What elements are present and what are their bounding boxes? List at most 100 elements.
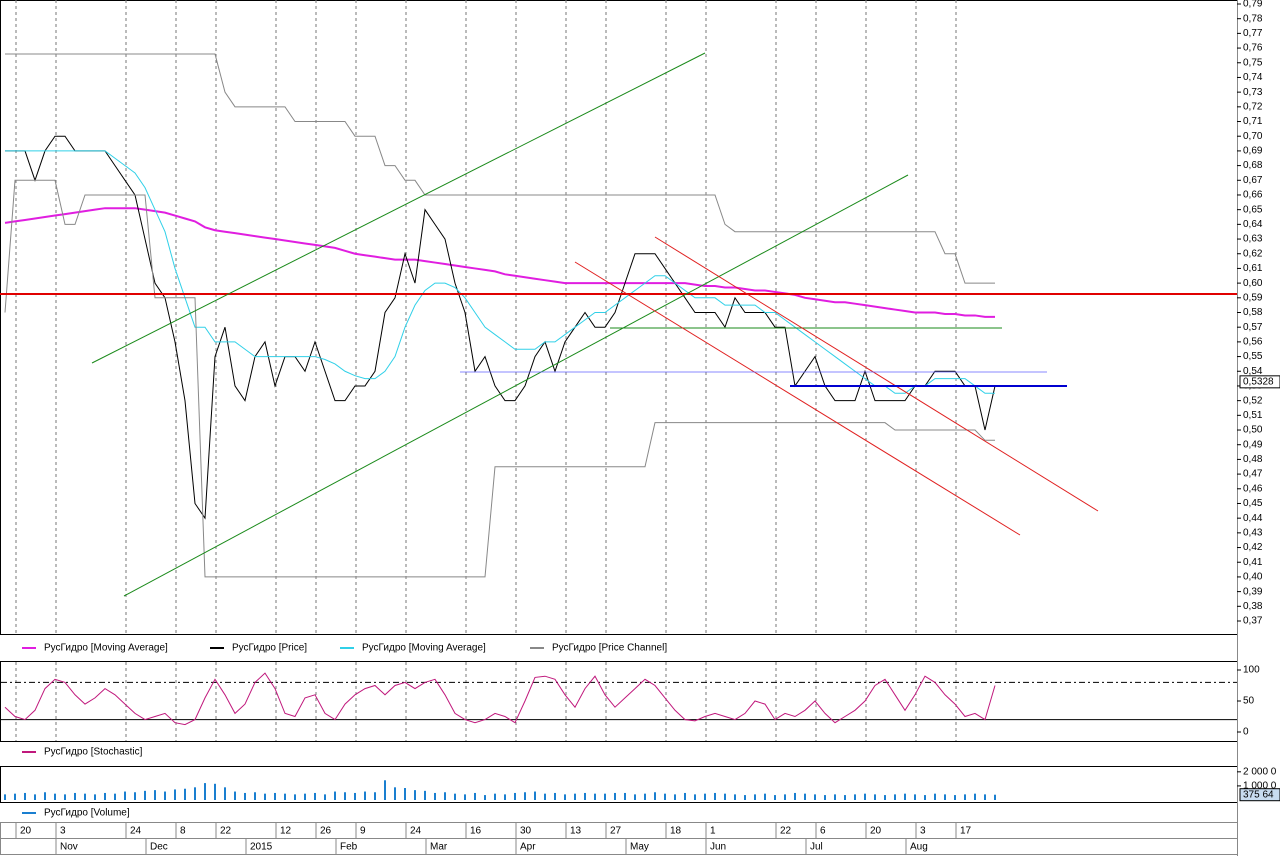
volume-bar [314,792,316,800]
legend-label: РусГидро [Price] [232,643,307,654]
y-tick-label: 0,49 [1243,439,1263,450]
volume-bar [404,788,406,800]
y-tick-label: 0,79 [1243,0,1263,10]
y-tick-label: 0,40 [1243,572,1263,583]
volume-bar [894,794,896,800]
volume-bar [74,792,76,800]
trend-line [123,174,909,597]
volume-bar [34,794,36,800]
volume-bar [794,792,796,800]
legend-label: РусГидро [Volume] [44,808,130,819]
series-line [4,672,996,726]
volume-bar [114,793,116,800]
volume-bar [754,794,756,800]
volume-bar [524,792,526,800]
y-tick-label: 0,64 [1243,219,1263,230]
y-tick-label: 0,46 [1243,483,1263,494]
volume-bar [554,792,556,800]
x-tick-label: 22 [780,826,792,837]
x-tick-label: 9 [360,826,366,837]
y-tick-label: 0 [1243,727,1249,738]
y-tick-label: 0,37 [1243,616,1263,627]
x-tick-label: 20 [870,826,882,837]
x-tick-label: 6 [820,826,826,837]
y-tick-label: 0,42 [1243,542,1263,553]
volume-bar [814,794,816,800]
y-tick-label: 0,69 [1243,146,1263,157]
volume-bar [284,793,286,800]
volume-bar [934,793,936,800]
volume-bar [604,793,606,800]
volume-bar [864,793,866,800]
series-line [5,135,996,520]
volume-bar [674,794,676,800]
volume-bar [514,792,516,800]
volume-bar [694,794,696,800]
volume-bar [594,793,596,800]
y-tick-label: 0,68 [1243,160,1263,171]
y-tick-label: 0,50 [1243,425,1263,436]
y-tick-label: 0,74 [1243,72,1263,83]
y-tick-label: 0,62 [1243,248,1263,259]
last-value-label: 0,5328 [1243,376,1274,387]
month-label: Dec [150,842,168,853]
x-tick-label: 26 [320,826,332,837]
volume-bar [234,791,236,800]
volume-bar [544,793,546,800]
volume-bar [624,792,626,800]
y-tick-label: 0,48 [1243,454,1263,465]
volume-bar [454,793,456,800]
y-tick-label: 0,51 [1243,410,1263,421]
volume-bar [764,793,766,800]
volume-bar [124,791,126,800]
volume-bar [494,793,496,800]
volume-bar [294,794,296,800]
volume-bar [914,794,916,800]
legend-label: РусГидро [Moving Average] [362,643,486,654]
x-tick-label: 20 [20,826,32,837]
volume-bar [304,793,306,800]
last-value-box [1239,788,1280,802]
y-tick-label: 0,71 [1243,116,1263,127]
volume-bar [994,794,996,800]
legend-label: РусГидро [Stochastic] [44,747,143,758]
volume-bar [24,792,26,800]
y-tick-label: 0,61 [1243,263,1263,274]
month-label: May [630,842,649,853]
volume-bar [774,795,776,800]
channel-line [654,236,1099,512]
y-tick-label: 0,75 [1243,57,1263,68]
x-tick-label: 8 [180,826,186,837]
volume-bar [704,793,706,800]
month-label: Jul [810,842,823,853]
y-tick-label: 50 [1243,696,1255,707]
y-tick-label: 0,55 [1243,351,1263,362]
volume-bar [984,794,986,800]
volume-bar [184,788,186,800]
volume-bar [804,793,806,800]
volume-bar [334,791,336,800]
volume-bar [374,792,376,800]
y-tick-label: 2 000 0 [1243,766,1277,777]
month-label: 2015 [250,842,273,853]
volume-bar [354,792,356,800]
volume-bar [944,794,946,800]
x-tick-label: 13 [570,826,582,837]
series-line [5,150,995,394]
y-tick-label: 0,67 [1243,175,1263,186]
volume-bar [204,783,206,800]
volume-bar [564,794,566,800]
month-label: Jun [710,842,726,853]
x-tick-label: 17 [960,826,972,837]
channel-line [5,53,995,284]
volume-bar [714,792,716,800]
volume-bar [224,787,226,800]
x-tick-label: 12 [280,826,292,837]
volume-bar [834,794,836,800]
volume-bar [724,793,726,800]
volume-bar [144,790,146,800]
x-tick-label: 3 [60,826,66,837]
volume-bar [414,790,416,800]
volume-bar [194,787,196,800]
